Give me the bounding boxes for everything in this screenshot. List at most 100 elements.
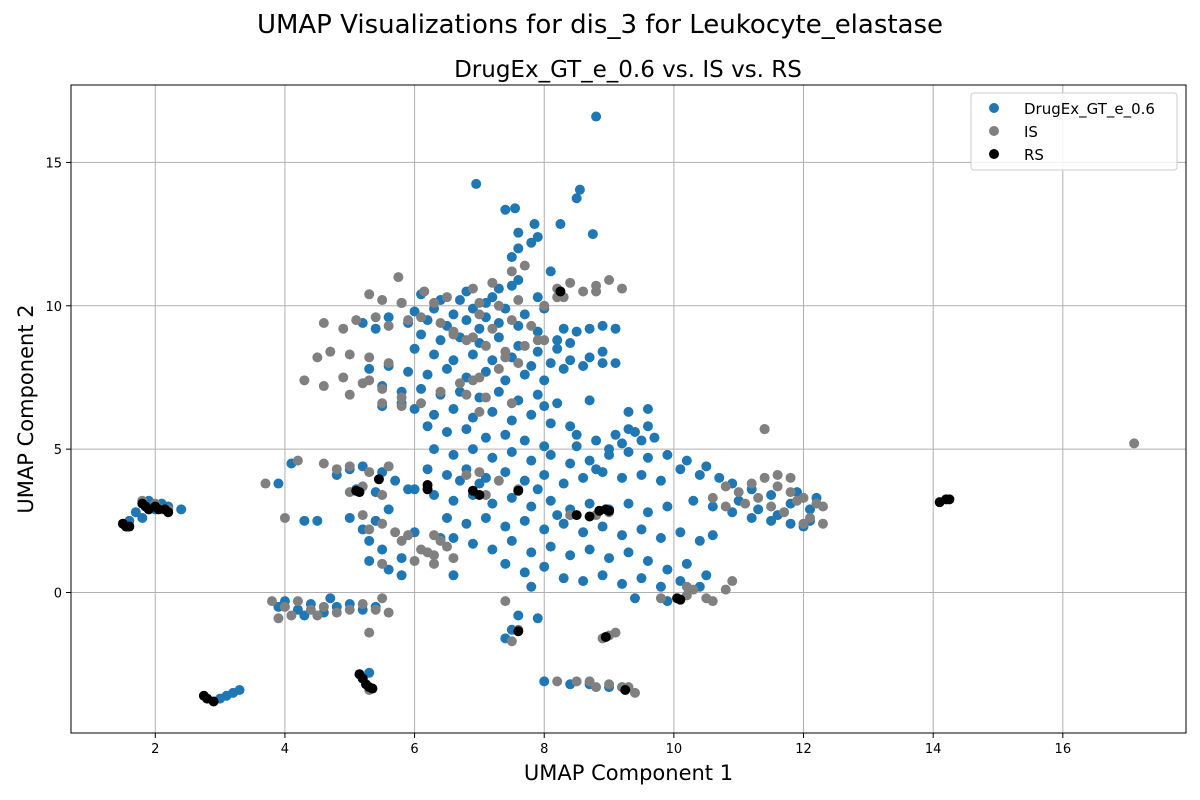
data-point [318, 317, 329, 328]
data-point [532, 335, 543, 346]
data-point [707, 596, 718, 607]
data-point [545, 449, 556, 460]
data-point [279, 512, 290, 523]
legend-box [970, 92, 1178, 171]
data-point [383, 312, 394, 323]
data-point [649, 432, 660, 443]
data-point [526, 409, 537, 420]
data-point [364, 627, 375, 638]
data-point [493, 386, 504, 397]
data-point [604, 505, 615, 516]
data-point [617, 283, 628, 294]
data-point [526, 360, 537, 371]
data-point [461, 315, 472, 326]
data-point [565, 355, 576, 366]
data-point [571, 676, 582, 687]
y-tick-label: 0 [54, 587, 62, 602]
data-point [707, 530, 718, 541]
data-point [377, 383, 388, 394]
data-point [419, 286, 430, 297]
data-point [513, 485, 524, 496]
data-point [292, 596, 303, 607]
data-point [539, 676, 550, 687]
data-point [480, 472, 491, 483]
data-point [753, 492, 764, 503]
data-point [493, 475, 504, 486]
data-point [571, 193, 582, 204]
data-point [312, 610, 323, 621]
data-point [532, 613, 543, 624]
data-point [584, 323, 595, 334]
data-point [383, 461, 394, 472]
data-point [636, 435, 647, 446]
x-axis-label: UMAP Component 1 [524, 761, 733, 785]
data-point [403, 530, 414, 541]
data-point [701, 461, 712, 472]
data-point [493, 283, 504, 294]
data-point [513, 320, 524, 331]
data-point [364, 535, 375, 546]
data-point [403, 484, 414, 495]
data-point [539, 375, 550, 386]
data-point [448, 309, 459, 320]
data-point [798, 518, 809, 529]
data-point [364, 555, 375, 566]
data-point [163, 507, 174, 518]
data-point [500, 352, 511, 363]
data-point [480, 340, 491, 351]
data-point [480, 512, 491, 523]
data-point [707, 501, 718, 512]
data-point [467, 444, 478, 455]
data-point [416, 398, 427, 409]
data-point [558, 363, 569, 374]
data-point [545, 495, 556, 506]
data-point [805, 512, 816, 523]
data-point [539, 524, 550, 535]
data-point [441, 469, 452, 480]
data-point [448, 570, 459, 581]
data-point [325, 346, 336, 357]
data-point [500, 558, 511, 569]
data-point [565, 458, 576, 469]
data-point [325, 593, 336, 604]
data-point [753, 504, 764, 515]
data-point [513, 227, 524, 238]
data-point [545, 358, 556, 369]
data-point [526, 455, 537, 466]
data-point [662, 564, 673, 575]
x-tick-label: 12 [795, 742, 812, 757]
data-point [351, 315, 362, 326]
data-point [571, 326, 582, 337]
data-point [552, 510, 563, 521]
data-point [578, 576, 589, 587]
data-point [584, 352, 595, 363]
data-point [487, 406, 498, 417]
data-point [519, 309, 530, 320]
data-point [318, 601, 329, 612]
data-point [367, 683, 378, 694]
data-point [383, 358, 394, 369]
data-point [137, 512, 148, 523]
x-tick-label: 16 [1055, 742, 1072, 757]
data-point [526, 320, 537, 331]
series-0 [124, 111, 822, 704]
data-point [529, 219, 540, 230]
data-point [707, 492, 718, 503]
data-point [655, 533, 666, 544]
data-point [558, 323, 569, 334]
data-point [448, 553, 459, 564]
data-point [545, 418, 556, 429]
data-points [117, 111, 1140, 707]
data-point [578, 286, 589, 297]
data-point [390, 475, 401, 486]
data-point [493, 363, 504, 374]
data-point [694, 469, 705, 480]
data-point [506, 492, 517, 503]
data-point [377, 558, 388, 569]
data-point [506, 398, 517, 409]
data-point [416, 329, 427, 340]
data-point [422, 369, 433, 380]
data-point [532, 346, 543, 357]
data-point [299, 610, 310, 621]
data-point [720, 501, 731, 512]
